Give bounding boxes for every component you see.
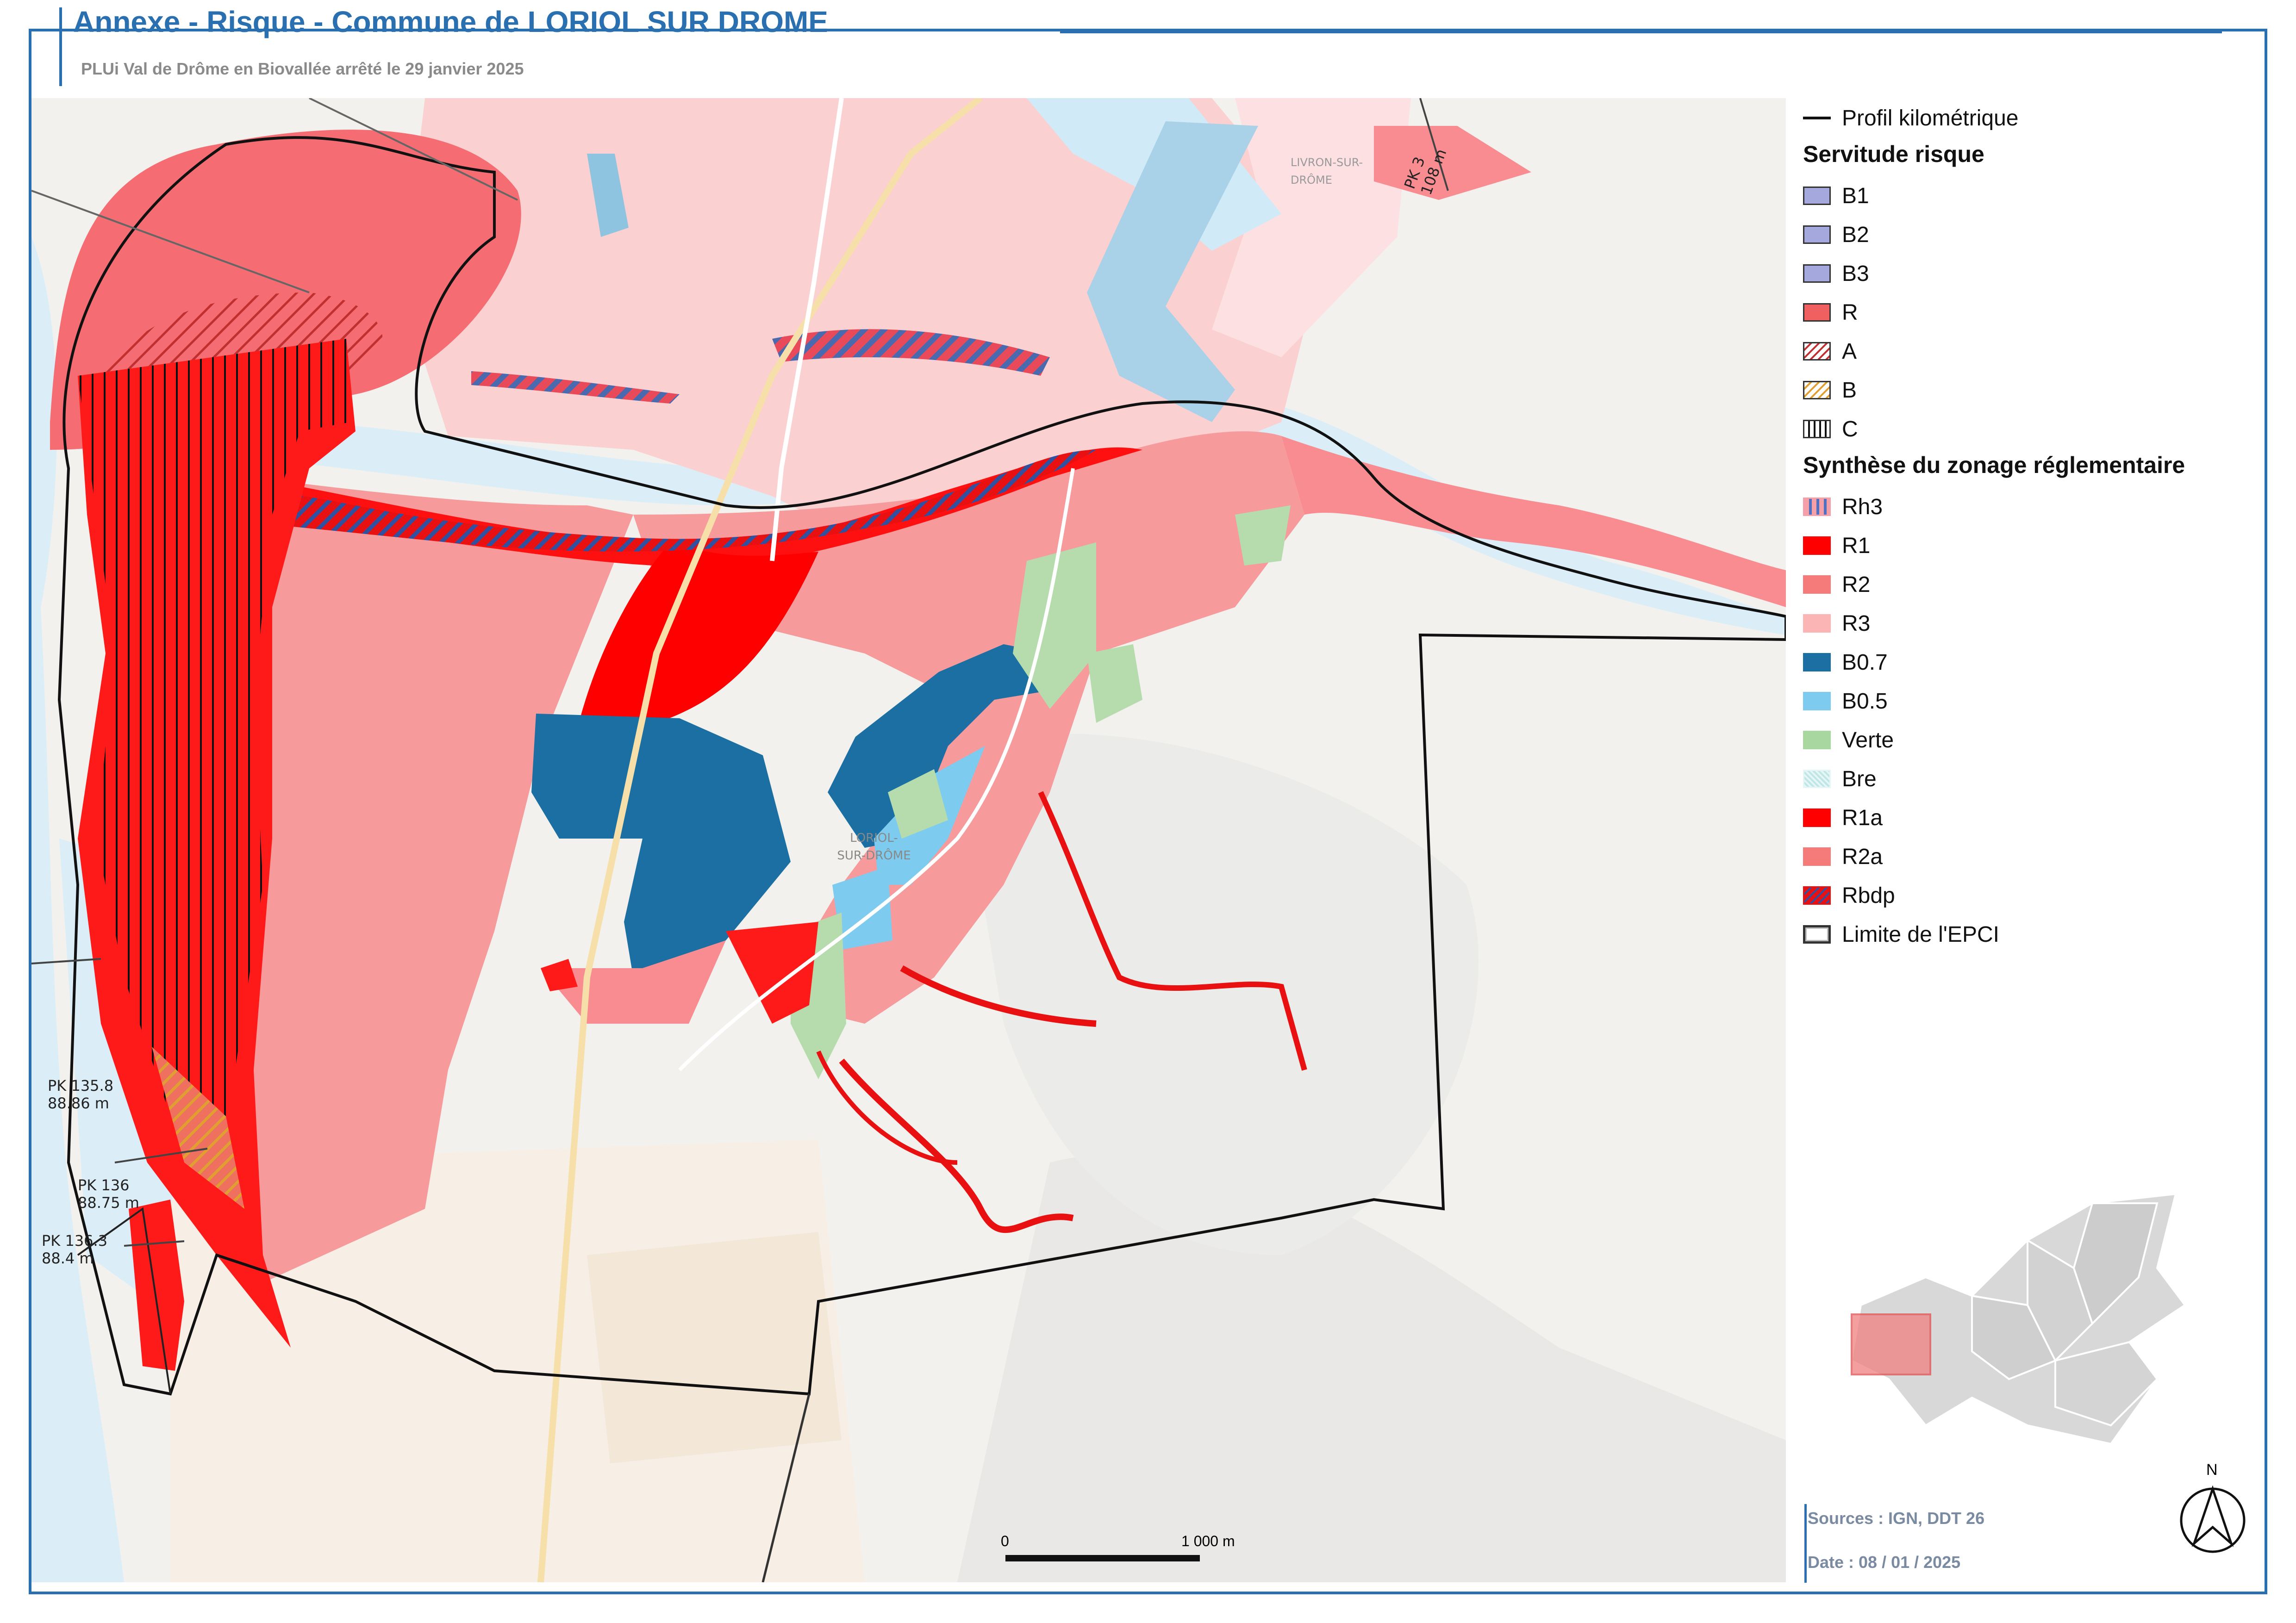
scale-bar: 0 1 000 m — [1000, 1527, 1259, 1580]
swatch-rh3 — [1803, 497, 1831, 516]
legend-b2: B2 — [1803, 218, 1869, 251]
legend-rbdp: Rbdp — [1803, 879, 1895, 912]
title-underline — [1060, 31, 2222, 33]
scale-svg — [1005, 1555, 1200, 1561]
north-label: N — [2206, 1461, 2218, 1479]
profile-line-swatch — [1803, 117, 1831, 119]
pk-label-135-8: PK 135.8 88.86 m — [48, 1077, 114, 1112]
legend-a: A — [1803, 335, 1857, 367]
legend-verte: Verte — [1803, 724, 1894, 756]
legend-profil: Profil kilométrique — [1803, 102, 2018, 134]
legend-c: C — [1803, 413, 1858, 445]
swatch-b05 — [1803, 692, 1831, 710]
legend-r: R — [1803, 296, 1858, 329]
swatch-r1a — [1803, 808, 1831, 827]
pk-label-136-3: PK 136.3 88.4 m — [42, 1232, 108, 1267]
swatch-epci — [1803, 925, 1831, 944]
date-text: Date : 08 / 01 / 2025 — [1808, 1553, 1961, 1572]
legend-bre: Bre — [1803, 763, 1877, 795]
legend-synthese-title: Synthèse du zonage réglementaire — [1803, 452, 2185, 478]
legend-r3: R3 — [1803, 607, 1870, 640]
legend-b07: B0.7 — [1803, 646, 1888, 678]
swatch-b2 — [1803, 225, 1831, 244]
swatch-r2 — [1803, 575, 1831, 594]
pk-label-136: PK 136 88.75 m — [78, 1176, 139, 1212]
swatch-a — [1803, 342, 1831, 361]
swatch-r1 — [1803, 536, 1831, 555]
north-arrow: N — [2176, 1461, 2250, 1560]
map-title: Annexe - Risque - Commune de LORIOL SUR … — [73, 5, 828, 38]
swatch-bre — [1803, 770, 1831, 788]
swatch-b07 — [1803, 653, 1831, 672]
compass-icon — [2180, 1485, 2246, 1553]
legend-epci: Limite de l'EPCI — [1803, 918, 1999, 951]
legend-rh3: Rh3 — [1803, 491, 1883, 523]
legend-r1: R1 — [1803, 529, 1870, 562]
legend-b: B — [1803, 374, 1857, 406]
title-block: Annexe - Risque - Commune de LORIOL SUR … — [59, 5, 828, 39]
scale-end-label: 1 000 m — [1181, 1533, 1235, 1549]
scale-start-label: 0 — [1001, 1533, 1009, 1549]
locator-inset-map — [1833, 1185, 2213, 1474]
locator-svg — [1850, 1193, 2186, 1445]
locator-highlight — [1851, 1313, 1931, 1375]
title-accent-bar — [59, 7, 62, 86]
legend-b05: B0.5 — [1803, 685, 1888, 717]
town-label-livron: LIVRON-SUR-DRÔME — [1291, 156, 1363, 187]
page-frame — [29, 29, 2267, 1594]
swatch-rbdp — [1803, 886, 1831, 905]
sources-accent-bar — [1804, 1504, 1807, 1583]
legend-b3: B3 — [1803, 257, 1869, 290]
sources-text: Sources : IGN, DDT 26 — [1808, 1509, 1985, 1528]
legend-b1: B1 — [1803, 180, 1869, 212]
legend-r2a: R2a — [1803, 840, 1883, 873]
map-svg — [31, 98, 1786, 1582]
swatch-verte — [1803, 731, 1831, 749]
swatch-r — [1803, 303, 1831, 322]
legend-r1a: R1a — [1803, 802, 1883, 834]
swatch-r2a — [1803, 847, 1831, 866]
map-subtitle: PLUi Val de Drôme en Biovallée arrêté le… — [81, 59, 524, 78]
map-canvas[interactable]: PK 3 108 m PK 135.8 88.86 m PK 136 88.75 m … — [31, 98, 1786, 1582]
swatch-b1 — [1803, 187, 1831, 205]
swatch-c — [1803, 420, 1831, 438]
swatch-b — [1803, 381, 1831, 399]
town-label-loriol: LORIOL-SUR-DRÔME — [837, 831, 911, 863]
swatch-b3 — [1803, 264, 1831, 283]
legend-servitude-title: Servitude risque — [1803, 141, 1984, 167]
swatch-r3 — [1803, 614, 1831, 633]
legend-r2: R2 — [1803, 568, 1870, 601]
